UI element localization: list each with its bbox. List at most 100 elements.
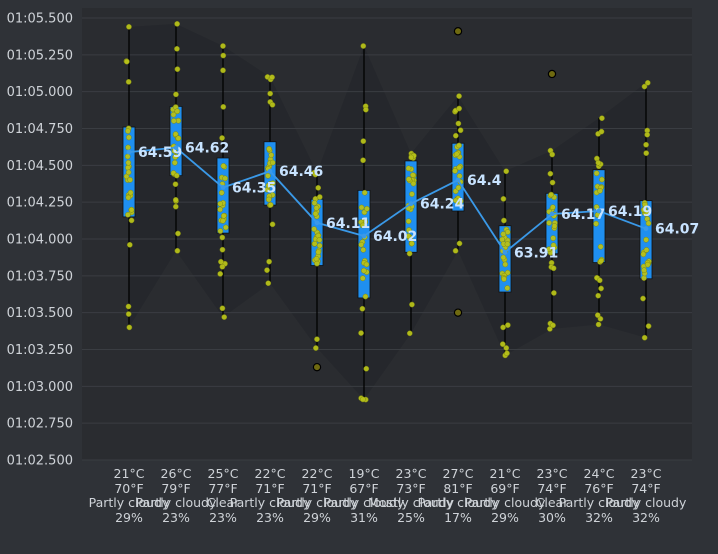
data-point: [593, 220, 599, 227]
data-point: [265, 196, 272, 203]
data-point: [222, 175, 228, 182]
y-tick-label: 01:04.750: [7, 122, 73, 137]
mean-value-label: 63.91: [514, 245, 558, 261]
data-point: [219, 234, 226, 241]
data-point: [598, 285, 604, 292]
data-point: [264, 267, 270, 273]
data-point: [457, 127, 464, 134]
mean-value-label: 64.11: [326, 216, 370, 232]
x-category-label: 77°F: [208, 481, 237, 496]
data-point: [220, 163, 227, 169]
data-point: [222, 224, 229, 231]
data-point: [409, 172, 416, 178]
data-point: [175, 135, 182, 142]
data-point: [504, 241, 511, 247]
data-point: [550, 265, 557, 272]
data-point: [267, 202, 274, 208]
boxes: [122, 21, 653, 403]
whisker-envelope: [129, 23, 646, 400]
data-point: [406, 227, 412, 233]
data-point: [597, 243, 604, 250]
outlier-point: [453, 308, 463, 317]
data-point: [126, 324, 133, 331]
data-point: [173, 91, 179, 98]
data-point: [125, 164, 131, 171]
data-point: [640, 207, 647, 213]
y-tick-label: 01:04.000: [7, 233, 73, 248]
data-point: [547, 170, 554, 177]
y-tick-label: 01:02.500: [7, 454, 73, 469]
data-point: [313, 345, 319, 351]
data-point: [220, 43, 226, 49]
data-point: [643, 247, 650, 253]
data-point: [125, 144, 131, 151]
data-point: [363, 106, 369, 113]
data-point: [265, 182, 272, 189]
y-axis: 01:02.500 01:02.750 01:03.000 01:03.250 01:0…: [7, 12, 73, 469]
data-point: [598, 128, 605, 135]
x-category-label: 70°F: [114, 481, 143, 496]
mean-marker: [596, 208, 602, 214]
data-point: [219, 135, 225, 141]
data-point: [550, 322, 556, 329]
data-point: [501, 276, 507, 282]
data-point: [265, 172, 271, 179]
data-point: [127, 189, 134, 196]
mean-line: [128, 146, 647, 254]
data-point: [546, 220, 552, 226]
y-tick-label: 01:02.750: [7, 417, 73, 432]
data-point: [358, 204, 365, 211]
data-point: [219, 305, 226, 312]
data-point: [405, 176, 412, 183]
x-category-label: 22°C: [255, 466, 286, 481]
data-point: [551, 290, 557, 296]
data-point: [503, 168, 510, 175]
data-point: [128, 206, 135, 213]
data-point: [316, 194, 323, 200]
data-point: [455, 184, 462, 191]
data-point: [504, 350, 510, 357]
data-point: [360, 138, 367, 144]
y-tick-label: 01:04.500: [7, 159, 73, 174]
x-category-label: 69°F: [490, 481, 519, 496]
data-point: [126, 241, 133, 248]
data-point: [125, 303, 132, 310]
x-category-label: Partly cloudy: [559, 495, 640, 510]
mean-value-label: 64.62: [185, 141, 229, 157]
data-point: [174, 21, 180, 27]
data-point: [642, 201, 648, 208]
data-point: [269, 221, 276, 228]
x-category-label: Partly cloudy: [606, 495, 687, 510]
data-point: [268, 152, 275, 158]
data-point: [358, 330, 364, 336]
mean-value-label: 64.59: [138, 145, 182, 161]
x-category-label: Clear: [207, 495, 241, 510]
data-point: [125, 159, 132, 166]
data-point: [172, 154, 179, 160]
x-category-label: 29%: [115, 510, 143, 525]
data-point: [360, 157, 366, 164]
outlier-point: [547, 69, 557, 79]
data-point: [644, 79, 651, 86]
data-point: [505, 322, 511, 328]
data-point: [453, 151, 460, 157]
x-category-label: 74°F: [631, 481, 660, 496]
x-category-label: 25°C: [208, 466, 239, 481]
data-point: [123, 58, 130, 65]
x-category-label: 29%: [491, 510, 519, 525]
range-band: [129, 23, 646, 400]
data-point: [125, 311, 132, 317]
data-point: [593, 170, 600, 177]
x-category-label: Clear: [536, 495, 570, 510]
y-tick-label: 01:03.500: [7, 306, 73, 321]
x-category-label: 31%: [350, 510, 378, 525]
data-point: [551, 223, 558, 229]
data-point: [217, 200, 224, 207]
data-point: [128, 217, 135, 224]
data-point: [640, 251, 647, 258]
data-point: [456, 240, 463, 247]
data-point: [361, 189, 368, 196]
